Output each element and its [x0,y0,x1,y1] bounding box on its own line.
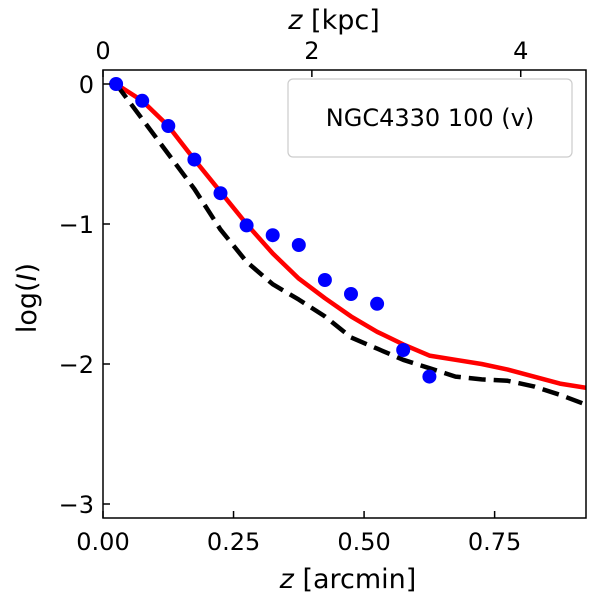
data-point [422,369,437,384]
y-tick-label: −3 [59,491,94,519]
x-tick-label: 0.50 [337,528,390,556]
data-point [317,273,332,287]
data-point [370,296,385,311]
x-tick-label: 0.75 [468,528,521,556]
axes-frame [102,69,587,519]
data-point [265,228,280,243]
ticks: 0.00 0.25 0.50 0.75 0 −1 −2 −3 0 2 4 [59,37,529,556]
legend-box [287,78,573,158]
data-point [109,77,124,91]
psf-line [114,82,586,407]
top-axis-label: z [kpc] [287,5,379,36]
x-axis-label: z [arcmin] [279,564,417,595]
y-tick-label: −2 [59,351,94,379]
data-point [187,152,202,167]
data-point [344,287,358,301]
top-tick-label: 2 [304,37,319,65]
top-tick-label: 4 [513,37,528,65]
data-point [291,238,306,252]
data-point [135,93,150,108]
plot-area [109,77,586,407]
data-point [396,343,411,357]
y-axis-label: log(I) [12,263,43,333]
data-point [239,218,254,233]
data-point [213,186,228,201]
x-tick-label: 0.00 [76,528,129,556]
y-tick-label: −1 [59,211,94,239]
top-tick-label: 0 [95,37,110,65]
legend-label: NGC4330 100 (v) [326,104,534,132]
y-tick-label: 0 [79,71,94,99]
legend: NGC4330 100 (v) [287,78,573,158]
data-point [161,119,176,133]
x-tick-label: 0.25 [207,528,260,556]
